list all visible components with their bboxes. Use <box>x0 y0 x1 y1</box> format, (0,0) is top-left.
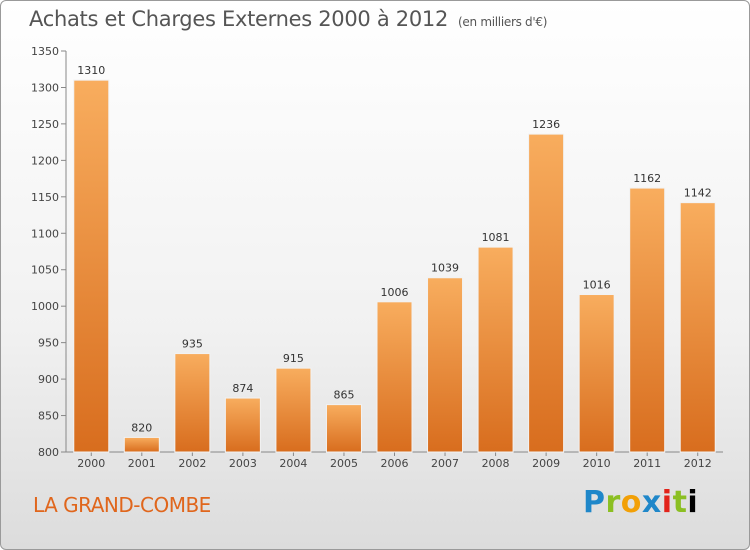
chart-data-labels: 1310 820 935 874 915 865 1006 1039 1081 1236 1016 1… <box>77 64 711 434</box>
bar-value-label: 935 <box>182 338 203 351</box>
bar-value-label: 1310 <box>77 64 105 77</box>
bar-value-label: 1006 <box>381 286 409 299</box>
bar-value-label: 874 <box>232 382 253 395</box>
y-tick-label: 1000 <box>31 300 59 313</box>
x-tick-label: 2002 <box>178 457 206 470</box>
chart-unit: (en milliers d'€) <box>458 15 548 29</box>
bar <box>224 397 261 453</box>
chart-bars <box>73 79 716 453</box>
bar <box>679 202 716 453</box>
x-tick-label: 2003 <box>229 457 257 470</box>
logo-letter: i <box>687 485 699 520</box>
x-tick-label: 2009 <box>532 457 560 470</box>
bar <box>174 353 211 453</box>
x-tick-label: 2001 <box>128 457 156 470</box>
x-tick-label: 2011 <box>633 457 661 470</box>
y-tick-label: 1350 <box>31 45 59 58</box>
bar <box>123 436 160 453</box>
x-tick-label: 2007 <box>431 457 459 470</box>
proxiti-logo: Proxiti <box>583 485 698 520</box>
bar <box>427 277 464 453</box>
chart-title: Achats et Charges Externes 2000 à 2012 (e… <box>29 7 547 31</box>
bar-value-label: 915 <box>283 352 304 365</box>
bar <box>528 133 565 453</box>
commune-name: LA GRAND-COMBE <box>33 493 211 517</box>
y-tick-label: 900 <box>38 373 59 386</box>
logo-letter: P <box>583 485 606 520</box>
bar-value-label: 820 <box>131 421 152 434</box>
bar-value-label: 1039 <box>431 262 459 275</box>
x-tick-label: 2004 <box>279 457 307 470</box>
x-tick-label: 2005 <box>330 457 358 470</box>
y-tick-label: 950 <box>38 337 59 350</box>
bar <box>73 79 110 453</box>
bar <box>629 187 666 453</box>
bar-value-label: 1142 <box>684 187 712 200</box>
x-tick-label: 2000 <box>77 457 105 470</box>
y-tick-label: 1300 <box>31 81 59 94</box>
y-tick-label: 1250 <box>31 118 59 131</box>
x-tick-label: 2012 <box>684 457 712 470</box>
chart-title-text: Achats et Charges Externes 2000 à 2012 <box>29 7 449 31</box>
x-tick-label: 2006 <box>381 457 409 470</box>
bar-value-label: 1081 <box>482 231 510 244</box>
y-tick-label: 1200 <box>31 154 59 167</box>
x-tick-label: 2008 <box>482 457 510 470</box>
bar-value-label: 1236 <box>532 118 560 131</box>
y-tick-label: 850 <box>38 410 59 423</box>
y-tick-label: 1100 <box>31 227 59 240</box>
bar <box>477 246 514 453</box>
chart-axes: 800 850 900 950 1000 1050 1100 1150 1200 1250 1300… <box>31 45 723 470</box>
logo-letter: i <box>661 485 673 520</box>
logo-letter: o <box>620 485 642 520</box>
y-tick-label: 800 <box>38 446 59 459</box>
y-tick-label: 1050 <box>31 264 59 277</box>
y-tick-label: 1150 <box>31 191 59 204</box>
bar <box>376 301 413 453</box>
bar-value-label: 865 <box>333 389 354 402</box>
bar <box>325 404 362 453</box>
logo-letter: t <box>672 485 688 520</box>
logo-letter: r <box>605 485 621 520</box>
bar <box>275 367 312 453</box>
bar-value-label: 1162 <box>633 172 661 185</box>
bar <box>578 294 615 453</box>
logo-letter: x <box>641 485 662 520</box>
bar-value-label: 1016 <box>583 279 611 292</box>
x-tick-label: 2010 <box>583 457 611 470</box>
